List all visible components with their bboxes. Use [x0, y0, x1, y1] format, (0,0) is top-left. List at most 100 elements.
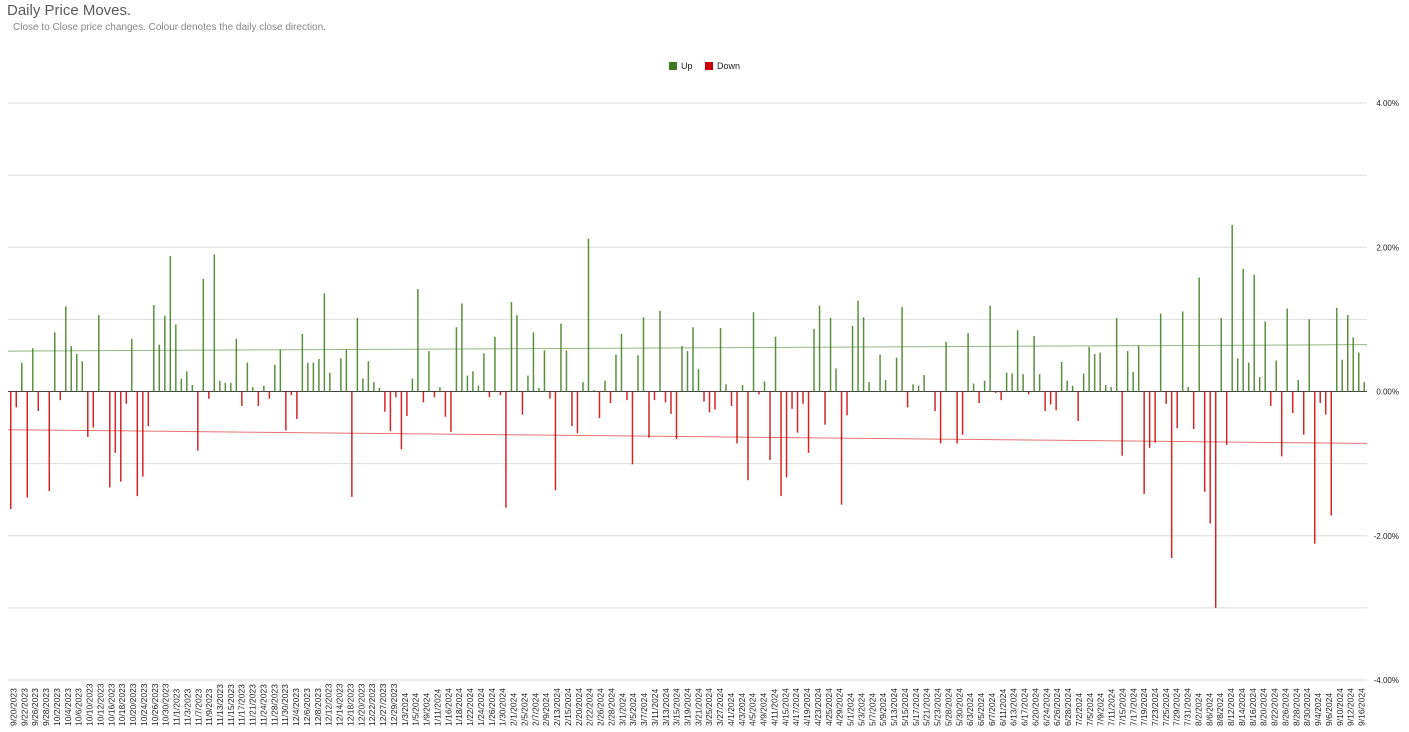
y-tick-label: 0.00% — [1376, 388, 1399, 397]
x-tick-label: 12/4/2023 — [291, 688, 301, 726]
bar — [956, 391, 958, 444]
bar — [1198, 277, 1200, 392]
x-tick-label: 10/20/2023 — [128, 683, 138, 726]
x-tick-label: 1/9/2024 — [422, 693, 432, 726]
bar — [395, 391, 397, 398]
bar — [857, 300, 859, 392]
bar — [1066, 380, 1068, 392]
x-tick-label: 3/25/2024 — [704, 688, 714, 726]
bar — [98, 315, 100, 392]
x-tick-label: 9/4/2024 — [1313, 693, 1323, 726]
x-tick-label: 9/22/2023 — [19, 688, 29, 726]
bar — [719, 328, 722, 392]
bar — [681, 346, 683, 392]
bar — [1005, 372, 1008, 392]
bar — [846, 391, 848, 416]
bar — [1055, 391, 1057, 411]
legend-item-up[interactable]: Up — [668, 61, 692, 71]
bar — [1269, 391, 1272, 406]
bar — [813, 328, 815, 392]
bar — [125, 391, 128, 404]
bar — [884, 379, 887, 392]
bar — [384, 391, 386, 412]
bar — [510, 302, 513, 392]
x-tick-label: 3/19/2024 — [683, 688, 693, 726]
bar — [1214, 391, 1217, 608]
bar — [543, 350, 546, 392]
bar — [26, 391, 29, 498]
bar — [70, 346, 73, 392]
bar — [901, 307, 903, 392]
x-tick-label: 10/26/2023 — [150, 683, 160, 726]
bar — [1126, 351, 1129, 392]
x-tick-label: 12/29/2023 — [389, 683, 399, 726]
bar — [439, 387, 441, 392]
bar — [1264, 321, 1266, 392]
bar — [1148, 391, 1151, 448]
x-tick-label: 8/20/2024 — [1259, 688, 1269, 726]
bar — [466, 375, 469, 392]
bar — [433, 391, 436, 398]
x-tick-label: 8/22/2024 — [1270, 688, 1280, 726]
x-tick-label: 6/7/2024 — [987, 693, 997, 726]
bar — [290, 391, 293, 396]
bar — [835, 368, 837, 392]
bar — [208, 391, 210, 399]
bar — [912, 384, 914, 392]
x-tick-label: 4/1/2024 — [726, 693, 736, 726]
bar — [153, 304, 155, 392]
bar — [1286, 308, 1288, 392]
legend-item-down[interactable]: Down — [705, 61, 740, 71]
trendline-up — [7, 344, 1368, 352]
bar — [521, 391, 524, 415]
bar — [824, 391, 826, 425]
x-tick-label: 11/9/2023 — [204, 689, 214, 726]
x-tick-label: 6/11/2024 — [998, 689, 1008, 726]
bar — [703, 391, 705, 402]
bar — [65, 306, 67, 392]
x-tick-label: 12/27/2023 — [378, 683, 388, 726]
x-tick-label: 7/31/2024 — [1183, 688, 1193, 726]
bar — [1253, 274, 1255, 392]
bar — [406, 391, 408, 417]
bar — [230, 382, 232, 392]
bar — [549, 391, 551, 399]
x-tick-label: 8/2/2024 — [1193, 693, 1203, 726]
bar — [604, 380, 606, 392]
x-tick-label: 4/11/2024 — [769, 689, 779, 726]
x-tick-label: 7/29/2024 — [1172, 688, 1182, 726]
bar — [945, 341, 947, 392]
bar — [1000, 391, 1002, 401]
y-tick-label: 4.00% — [1376, 99, 1399, 108]
x-tick-label: 11/21/2023 — [248, 684, 258, 726]
x-tick-label: 3/11/2024 — [650, 689, 660, 726]
bar — [1088, 346, 1090, 392]
x-tick-label: 1/3/2024 — [400, 693, 410, 726]
bar — [444, 391, 447, 417]
bar — [175, 324, 177, 392]
bar — [593, 390, 595, 392]
x-tick-label: 8/30/2024 — [1302, 688, 1312, 726]
bar — [747, 391, 749, 481]
bar — [1022, 374, 1024, 392]
trendline-down — [7, 429, 1368, 444]
x-tick-label: 5/7/2024 — [867, 693, 877, 726]
bar — [1313, 391, 1316, 544]
x-tick-label: 11/30/2023 — [280, 684, 290, 726]
bar — [1291, 391, 1294, 414]
x-tick-label: 2/13/2024 — [552, 688, 562, 726]
x-tick-label: 2/5/2024 — [519, 693, 529, 726]
bar — [752, 312, 755, 392]
bar — [1132, 372, 1134, 392]
x-tick-label: 1/5/2024 — [411, 693, 421, 726]
bar — [582, 382, 584, 392]
bar — [675, 391, 678, 440]
x-tick-label: 7/15/2024 — [1117, 688, 1127, 726]
bar — [274, 364, 276, 392]
bar — [54, 332, 56, 392]
bar — [1192, 391, 1195, 430]
x-tick-label: 5/13/2024 — [889, 688, 899, 726]
bar — [780, 391, 782, 497]
bar — [246, 362, 249, 392]
